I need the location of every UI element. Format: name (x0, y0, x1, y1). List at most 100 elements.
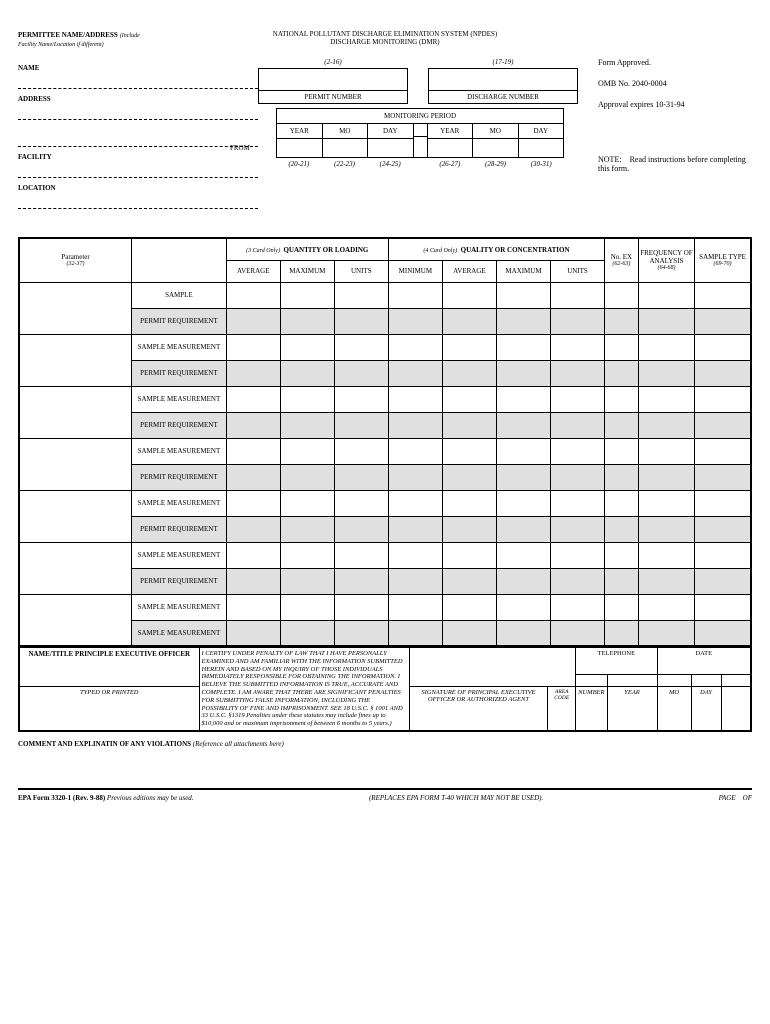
code-20-21: (20-21) (276, 160, 322, 168)
param-cell[interactable] (19, 386, 132, 438)
param-cell[interactable] (19, 490, 132, 542)
permit-number-input[interactable] (259, 69, 407, 91)
sample-meas-label: SAMPLE MEASUREMENT (132, 542, 227, 568)
mo-cell-2[interactable] (473, 139, 518, 157)
of-label: OF (743, 794, 752, 802)
code-17-19: (17-19) (428, 58, 578, 66)
year-label: YEAR (607, 686, 657, 731)
sample-meas-label: SAMPLE MEASUREMENT (132, 490, 227, 516)
discharge-number-label: DISCHARGE NUMBER (429, 91, 577, 103)
main-data-table: Parameter (32-37) (3 Card Only) QUANTITY… (18, 237, 752, 647)
sample-meas-label: SAMPLE MEASUREMENT (132, 438, 227, 464)
day-input[interactable] (721, 675, 751, 686)
param-cell[interactable] (19, 542, 132, 594)
day-head-1: DAY (368, 124, 413, 139)
year-cell-2[interactable] (428, 139, 473, 157)
bottom-row: EPA Form 3320-1 (Rev. 9-88) Previous edi… (18, 794, 752, 802)
avg-header-1: AVERAGE (226, 261, 280, 282)
sample-meas-label: SAMPLE MEASUREMENT (132, 334, 227, 360)
facility-line[interactable] (18, 167, 258, 178)
day-head-2: DAY (519, 124, 564, 139)
code-30-31: (30-31) (518, 160, 564, 168)
permit-req-label: PERMIT REQUIREMENT (132, 412, 227, 438)
year-head-2: YEAR (428, 124, 473, 139)
form-approved: Form Approved. (598, 58, 748, 67)
approval-expires: Approval expires 10-31-94 (598, 100, 748, 109)
signature-label: SIGNATURE OF PRINCIPAL EXECUTIVE OFFICER… (409, 686, 548, 731)
permit-number-label: PERMIT NUMBER (259, 91, 407, 103)
discharge-number-box: DISCHARGE NUMBER (428, 68, 578, 104)
sample-meas-label: SAMPLE MEASUREMENT (132, 386, 227, 412)
date-header: DATE (657, 648, 751, 675)
mo-head-2: MO (473, 124, 518, 139)
permittee-title: PERMITTEE NAME/ADDRESS (18, 31, 118, 39)
officer-cell: NAME/TITLE PRINCIPLE EXECUTIVE OFFICER (19, 648, 199, 687)
facility-label: FACILITY (18, 153, 68, 161)
typed-label: TYPED OR PRINTED (19, 686, 199, 731)
page-label: PAGE (719, 794, 736, 802)
sig-space[interactable] (409, 648, 576, 687)
address-line-2[interactable] (18, 136, 258, 147)
sample-meas-label-shaded: SAMPLE MEASUREMENT (132, 620, 227, 646)
form-no: EPA Form 3320-1 (Rev. 9-88) (18, 794, 105, 802)
area-input[interactable] (576, 675, 607, 686)
day-cell-2[interactable] (519, 139, 564, 157)
address-label: ADDRESS (18, 95, 68, 103)
omb-no: OMB No. 2040-0004 (598, 79, 748, 88)
param-cell[interactable] (19, 438, 132, 490)
avg-header-2: AVERAGE (442, 261, 496, 282)
code-28-29: (28-29) (473, 160, 519, 168)
permittee-block: PERMITTEE NAME/ADDRESS (Include Facility… (18, 30, 158, 48)
mo-input[interactable] (691, 675, 721, 686)
freq-header: FREQUENCY OF ANALYSIS(64-68) (638, 238, 694, 282)
from-label: FROM (230, 144, 250, 152)
permittee-include: (Include (120, 33, 140, 39)
sampletype-header: SAMPLE TYPE(69-70) (695, 238, 751, 282)
prev-editions: Previous editions may be used. (107, 794, 194, 802)
quantity-header: (3 Card Only) QUANTITY OR LOADING (226, 238, 388, 261)
comment-line: COMMENT AND EXPLINATIN OF ANY VIOLATIONS… (18, 740, 752, 748)
permit-req-label: PERMIT REQUIREMENT (132, 568, 227, 594)
permit-number-box: PERMIT NUMBER (258, 68, 408, 104)
param-cell[interactable] (19, 282, 132, 334)
noex-header: No. EX(62-63) (605, 238, 639, 282)
permit-req-label: PERMIT REQUIREMENT (132, 516, 227, 542)
parameter-header: Parameter (32-37) (19, 238, 132, 282)
right-info: Form Approved. OMB No. 2040-0004 Approva… (588, 58, 748, 209)
permit-req-label: PERMIT REQUIREMENT (132, 308, 227, 334)
area-label: AREA CODE (548, 686, 576, 731)
monitoring-title: MONITORING PERIOD (277, 109, 563, 124)
quality-header: (4 Card Only) QUALITY OR CONCENTRATION (388, 238, 604, 261)
sample-label: SAMPLE (132, 282, 227, 308)
name-label: NAME (18, 64, 68, 72)
center-boxes: (2-16) (17-19) PERMIT NUMBER DISCHARGE N… (258, 58, 588, 209)
max-header-1: MAXIMUM (280, 261, 334, 282)
permit-req-label: PERMIT REQUIREMENT (132, 360, 227, 386)
param-cell[interactable] (19, 334, 132, 386)
permittee-sub: Facility Name/Location if different) (18, 42, 104, 48)
code-22-23: (22-23) (322, 160, 368, 168)
param-cell[interactable] (19, 594, 132, 646)
mo-cell-1[interactable] (323, 139, 368, 157)
form-title: DISCHARGE MONITORING (DMR) (158, 38, 612, 46)
rowlabel-header (132, 238, 227, 282)
number-input[interactable] (607, 675, 657, 686)
year-input[interactable] (657, 675, 691, 686)
system-title: NATIONAL POLLUTANT DISCHARGE ELIMINATION… (158, 30, 612, 38)
max-header-2: MAXIMUM (496, 261, 550, 282)
mo-label: MO (657, 686, 691, 731)
location-line[interactable] (18, 198, 258, 209)
name-line[interactable] (18, 78, 258, 89)
sample-meas-label: SAMPLE MEASUREMENT (132, 594, 227, 620)
code-26-27: (26-27) (427, 160, 473, 168)
min-header: MINIMUM (388, 261, 442, 282)
discharge-number-input[interactable] (429, 69, 577, 91)
bottom-rule (18, 788, 752, 790)
address-line-1[interactable] (18, 109, 258, 120)
year-cell-1[interactable] (277, 139, 322, 157)
monitoring-period-box: MONITORING PERIOD YEAR MO DAY YEAR MO DA… (276, 108, 564, 158)
left-fields: NAME ADDRESS FACILITY LOCATION (18, 58, 258, 209)
mo-head-1: MO (323, 124, 368, 139)
note-label: NOTE: (598, 155, 622, 164)
day-cell-1[interactable] (368, 139, 413, 157)
